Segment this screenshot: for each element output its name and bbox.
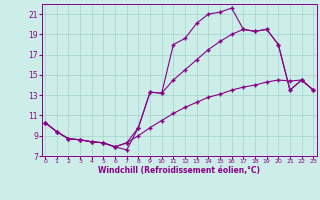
X-axis label: Windchill (Refroidissement éolien,°C): Windchill (Refroidissement éolien,°C) (98, 166, 260, 175)
